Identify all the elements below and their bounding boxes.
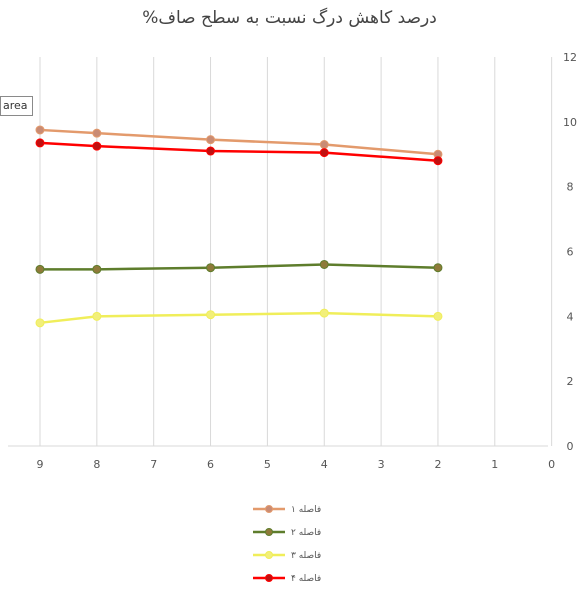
- legend-swatch-marker: [265, 505, 273, 513]
- data-point: [319, 148, 329, 158]
- data-point: [35, 318, 45, 328]
- x-tick-label: 7: [150, 458, 157, 471]
- legend-swatch-marker: [265, 574, 273, 582]
- y-tick-label: 4: [567, 310, 574, 323]
- legend-entry-label: فاصله ۳: [291, 551, 321, 561]
- x-tick-label: 8: [93, 458, 100, 471]
- data-point: [35, 138, 45, 148]
- data-point: [92, 128, 102, 138]
- y-tick-label: 6: [567, 246, 574, 259]
- data-point: [206, 263, 216, 273]
- data-point: [206, 135, 216, 145]
- data-point: [433, 156, 443, 166]
- area-tag: area: [0, 96, 33, 116]
- series-layer: [35, 125, 443, 328]
- legend-entry-label: فاصله ۴: [291, 574, 321, 584]
- legend-layer: فاصله ۱ فاصله ۲ فاصله ۳ فاصله ۴: [253, 505, 321, 584]
- x-tick-label: 0: [548, 458, 555, 471]
- x-tick-label: 2: [434, 458, 441, 471]
- x-tick-label: 9: [37, 458, 44, 471]
- chart-title: درصد کاهش درگ نسبت به سطح صاف%: [142, 8, 437, 28]
- legend-entry-label: فاصله ۲: [291, 528, 321, 538]
- data-point: [319, 140, 329, 150]
- x-tick-label: 5: [264, 458, 271, 471]
- x-tick-label: 4: [321, 458, 328, 471]
- data-point: [319, 259, 329, 269]
- legend-entry-label: فاصله ۱: [291, 505, 321, 515]
- y-tick-label: 0: [567, 440, 574, 453]
- data-point: [92, 141, 102, 151]
- data-point: [206, 146, 216, 156]
- x-tick-label: 1: [491, 458, 498, 471]
- x-tick-label: 3: [378, 458, 385, 471]
- grid-layer: [39, 57, 553, 446]
- data-point: [433, 311, 443, 321]
- data-point: [35, 125, 45, 135]
- y-tick-label: 2: [567, 375, 574, 388]
- x-tick-label: 6: [207, 458, 214, 471]
- legend-swatch-marker: [265, 528, 273, 536]
- legend-swatch-marker: [265, 551, 273, 559]
- y-tick-label: 8: [567, 181, 574, 194]
- data-point: [319, 308, 329, 318]
- data-point: [35, 264, 45, 274]
- data-point: [92, 311, 102, 321]
- y-tick-label: 10: [563, 116, 577, 129]
- data-point: [433, 263, 443, 273]
- data-point: [206, 310, 216, 320]
- y-tick-label: 12: [563, 51, 577, 64]
- data-point: [92, 264, 102, 274]
